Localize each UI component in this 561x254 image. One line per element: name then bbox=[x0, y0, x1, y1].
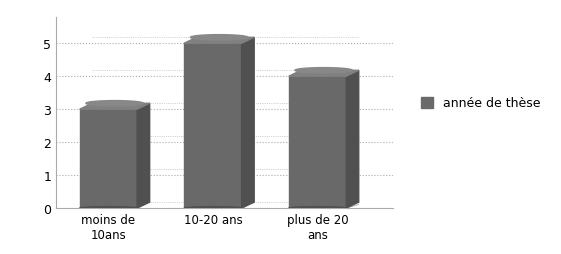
Polygon shape bbox=[346, 71, 358, 208]
Polygon shape bbox=[80, 104, 150, 110]
Polygon shape bbox=[184, 38, 254, 44]
Polygon shape bbox=[289, 71, 358, 77]
Ellipse shape bbox=[86, 101, 144, 106]
Polygon shape bbox=[137, 104, 150, 208]
Bar bbox=[184, 44, 242, 208]
Ellipse shape bbox=[80, 207, 137, 210]
Bar bbox=[289, 77, 346, 208]
Legend: année de thèse: année de thèse bbox=[416, 92, 546, 115]
Ellipse shape bbox=[184, 207, 242, 210]
Ellipse shape bbox=[190, 36, 248, 41]
Bar bbox=[80, 110, 137, 208]
Polygon shape bbox=[242, 38, 254, 208]
Ellipse shape bbox=[289, 207, 346, 210]
Ellipse shape bbox=[295, 68, 352, 74]
